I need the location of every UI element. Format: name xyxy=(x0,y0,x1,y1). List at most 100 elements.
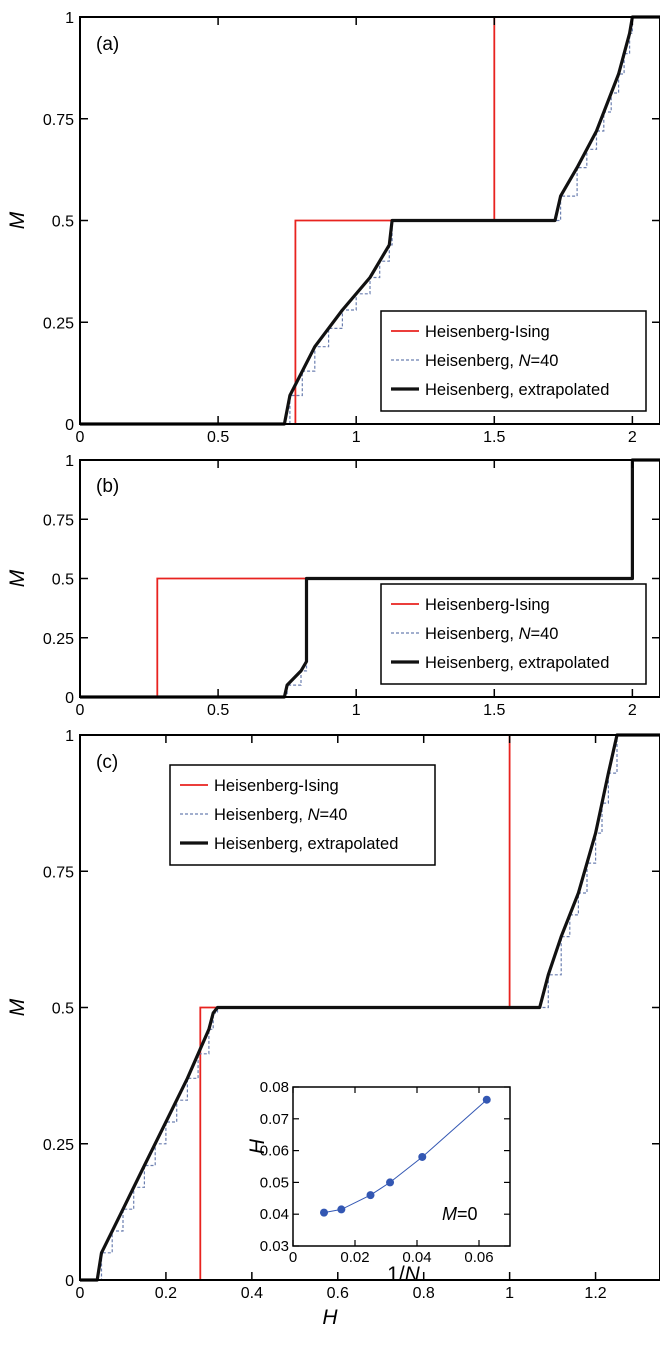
x-tick-label: 1 xyxy=(352,702,361,719)
x-axis-title: H xyxy=(322,1306,338,1329)
series-line-extrap xyxy=(80,458,660,699)
inset-frame xyxy=(292,1086,511,1247)
x-tick-label: 0.8 xyxy=(413,1285,435,1302)
legend-label-part: Heisenberg-Ising xyxy=(425,323,550,341)
legend-label-part: Heisenberg, xyxy=(425,352,519,370)
legend-label-part: =40 xyxy=(530,352,558,370)
legend-label-part: Heisenberg-Ising xyxy=(214,777,339,795)
inset-y-tick-label: 0.06 xyxy=(260,1143,289,1160)
legend-label-part: =40 xyxy=(530,625,558,643)
inset-x-tick-label: 0 xyxy=(289,1249,297,1266)
x-tick-label: 0.5 xyxy=(207,702,229,719)
y-tick-label: 0.5 xyxy=(52,214,74,231)
panel-a: 0 0.5 1 1.5 2 0 0.25 0.5 0.75 1 (a) M Heisenberg-… xyxy=(6,10,660,446)
inset-x-tick-label: 0.04 xyxy=(402,1249,431,1266)
panel-c: 0 0.2 0.4 0.6 0.8 1 1.2 0 0.25 0.5 0.75 1 (c) M H H… xyxy=(6,728,660,1329)
legend-label-extrap: Heisenberg, extrapolated xyxy=(425,654,609,672)
inset-panel: 0 0.02 0.04 0.060.030.040.050.060.070.08 H … xyxy=(246,1079,511,1286)
inset-x-title-part: 1/ xyxy=(387,1263,405,1286)
inset-annotation: M=0 xyxy=(442,1204,478,1224)
inset-y-tick-label: 0.08 xyxy=(260,1079,289,1096)
inset-y-tick-label: 0.07 xyxy=(260,1111,289,1128)
y-axis-title: M xyxy=(6,211,29,229)
legend-box xyxy=(169,764,436,866)
legend-label-part: Heisenberg, extrapolated xyxy=(425,381,609,399)
legend-label-ising: Heisenberg-Ising xyxy=(425,323,550,341)
legend-label-heis40: Heisenberg, N=40 xyxy=(214,806,347,824)
inset-y-axis-title: H xyxy=(246,1138,269,1154)
x-tick-label: 2 xyxy=(628,429,637,446)
x-tick-label: 2 xyxy=(628,702,637,719)
legend-box xyxy=(380,583,647,685)
y-tick-label: 0 xyxy=(65,690,74,707)
inset-series-line xyxy=(323,1099,488,1214)
inset-annotation-part: M xyxy=(442,1204,457,1224)
x-tick-label: 0.4 xyxy=(241,1285,263,1302)
x-tick-label: 0.5 xyxy=(207,429,229,446)
legend-label-part: Heisenberg, xyxy=(214,806,308,824)
inset-y-tick-label: 0.03 xyxy=(260,1238,289,1255)
legend-label-extrap: Heisenberg, extrapolated xyxy=(425,381,609,399)
x-tick-label: 0.2 xyxy=(155,1285,177,1302)
x-tick-label: 1.2 xyxy=(584,1285,606,1302)
x-tick-label: 1.5 xyxy=(483,429,505,446)
legend-label-ising: Heisenberg-Ising xyxy=(425,596,550,614)
legend-label-part: Heisenberg, extrapolated xyxy=(214,835,398,853)
legend-label-part: Heisenberg, extrapolated xyxy=(425,654,609,672)
y-tick-label: 0 xyxy=(65,1273,74,1290)
y-tick-label: 0.75 xyxy=(43,112,74,129)
inset-data-point xyxy=(482,1095,491,1104)
y-tick-label: 1 xyxy=(65,728,74,745)
y-tick-label: 1 xyxy=(65,453,74,470)
inset-y-tick-label: 0.05 xyxy=(260,1174,289,1191)
series-line-heis40 xyxy=(80,734,660,1281)
panel-label: (a) xyxy=(96,34,119,55)
inset-x-title-part: N xyxy=(405,1263,421,1286)
inset-data-point xyxy=(366,1191,375,1200)
y-tick-label: 0.25 xyxy=(43,631,74,648)
inset-data-point xyxy=(320,1208,328,1217)
x-tick-label: 0 xyxy=(76,702,85,719)
y-tick-label: 1 xyxy=(65,10,74,27)
inset-y-tick-label: 0.04 xyxy=(260,1206,289,1223)
legend-label-part: N xyxy=(308,806,320,824)
x-tick-label: 0.6 xyxy=(327,1285,349,1302)
y-tick-label: 0.75 xyxy=(43,864,74,881)
y-axis-title: M xyxy=(6,998,29,1016)
inset-data-point xyxy=(386,1178,395,1187)
y-tick-label: 0.75 xyxy=(43,512,74,529)
y-tick-label: 0.5 xyxy=(52,572,74,589)
x-tick-label: 0 xyxy=(76,429,85,446)
legend-label-heis40: Heisenberg, N=40 xyxy=(425,352,558,370)
series-line-extrap xyxy=(80,733,660,1282)
y-tick-label: 0 xyxy=(65,417,74,434)
x-tick-label: 1 xyxy=(352,429,361,446)
legend-label-part: N xyxy=(519,625,531,643)
x-tick-label: 0 xyxy=(76,1285,85,1302)
series-line-extrap xyxy=(80,15,660,426)
inset-data-point xyxy=(337,1205,346,1214)
legend-label-extrap: Heisenberg, extrapolated xyxy=(214,835,398,853)
inset-x-tick-label: 0.06 xyxy=(464,1249,493,1266)
legend-label-part: N xyxy=(519,352,531,370)
y-tick-label: 0.5 xyxy=(52,1001,74,1018)
inset-x-axis-title: 1/N xyxy=(387,1263,421,1286)
inset-annotation-part: =0 xyxy=(457,1204,478,1224)
legend-label-ising: Heisenberg-Ising xyxy=(214,777,339,795)
y-tick-label: 0.25 xyxy=(43,1137,74,1154)
x-tick-label: 1.5 xyxy=(483,702,505,719)
legend-label-part: Heisenberg-Ising xyxy=(425,596,550,614)
legend-label-heis40: Heisenberg, N=40 xyxy=(425,625,558,643)
y-tick-label: 0.25 xyxy=(43,315,74,332)
y-axis-title: M xyxy=(6,569,29,587)
legend-label-part: =40 xyxy=(319,806,347,824)
panel-label: (c) xyxy=(96,752,118,773)
legend-box xyxy=(380,310,647,412)
inset-data-point xyxy=(418,1152,427,1161)
panel-b: 0 0.5 1 1.5 2 0 0.25 0.5 0.75 1 (b) M Heisenberg-… xyxy=(6,453,660,719)
panel-label: (b) xyxy=(96,476,119,497)
x-tick-label: 1 xyxy=(505,1285,514,1302)
legend-label-part: Heisenberg, xyxy=(425,625,519,643)
inset-x-tick-label: 0.02 xyxy=(340,1249,369,1266)
